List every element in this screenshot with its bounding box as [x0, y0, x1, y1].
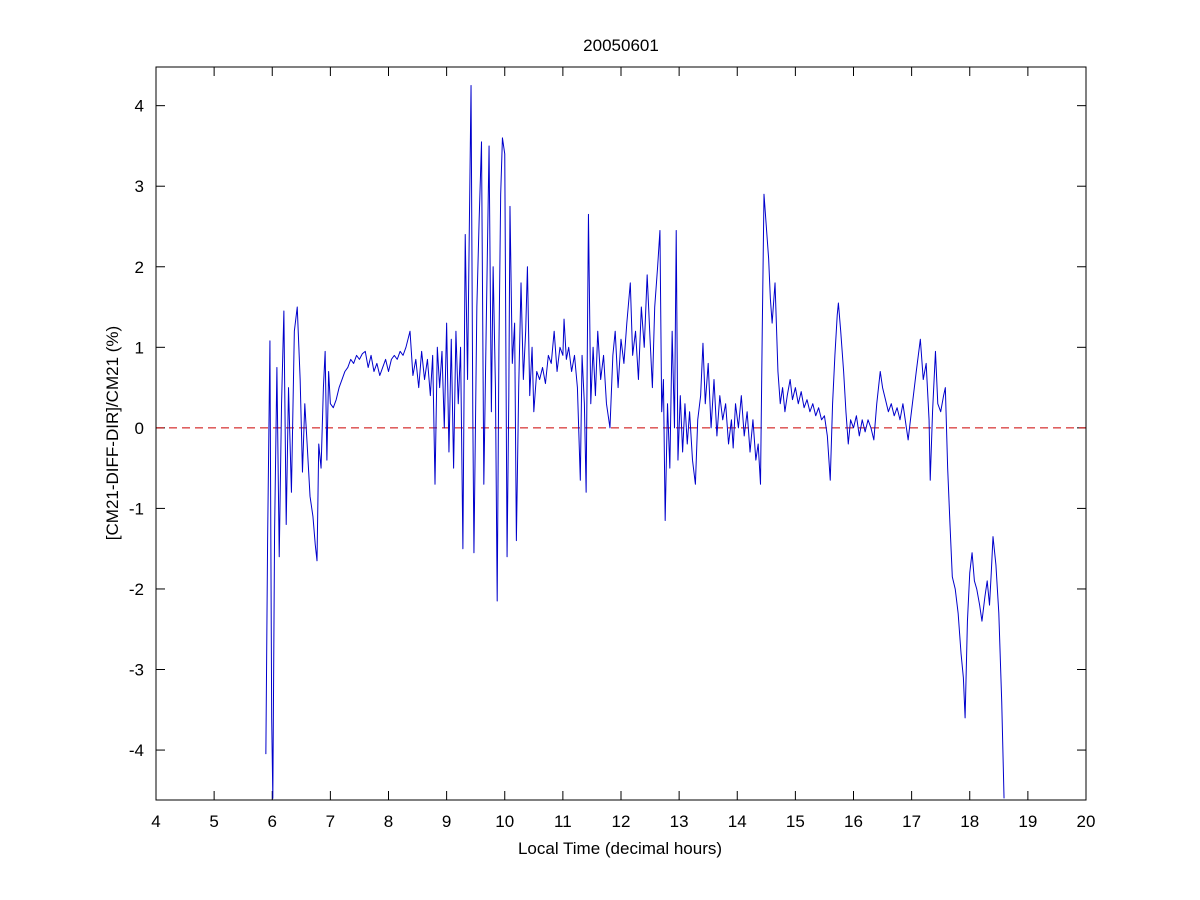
x-tick-label: 17: [902, 812, 921, 831]
x-tick-label: 13: [670, 812, 689, 831]
x-tick-label: 16: [844, 812, 863, 831]
x-tick-label: 10: [495, 812, 514, 831]
plot-frame: [155, 66, 1087, 801]
x-tick-label: 8: [384, 812, 393, 831]
x-tick-label: 15: [786, 812, 805, 831]
data-line: [265, 85, 1005, 799]
x-tick-label: 4: [151, 812, 160, 831]
x-tick-label: 19: [1018, 812, 1037, 831]
x-tick-label: 9: [442, 812, 451, 831]
y-tick-label: -3: [129, 661, 144, 680]
x-tick-label: 6: [268, 812, 277, 831]
x-tick-label: 5: [209, 812, 218, 831]
x-tick-label: 7: [326, 812, 335, 831]
y-tick-label: -1: [129, 499, 144, 518]
x-tick-label: 12: [612, 812, 631, 831]
x-tick-label: 18: [960, 812, 979, 831]
y-tick-label: 1: [135, 338, 144, 357]
y-tick-label: 2: [135, 258, 144, 277]
x-axis-label: Local Time (decimal hours): [518, 839, 722, 858]
y-tick-label: -2: [129, 580, 144, 599]
y-tick-label: 4: [135, 97, 144, 116]
chart-title: 20050601: [583, 36, 659, 55]
y-tick-label: 0: [135, 419, 144, 438]
y-axis-label: [CM21-DIFF-DIR]/CM21 (%): [103, 326, 122, 540]
x-tick-label: 20: [1077, 812, 1096, 831]
y-tick-label: -4: [129, 741, 144, 760]
y-tick-label: 3: [135, 177, 144, 196]
x-tick-label: 11: [554, 812, 572, 831]
x-tick-label: 14: [728, 812, 747, 831]
